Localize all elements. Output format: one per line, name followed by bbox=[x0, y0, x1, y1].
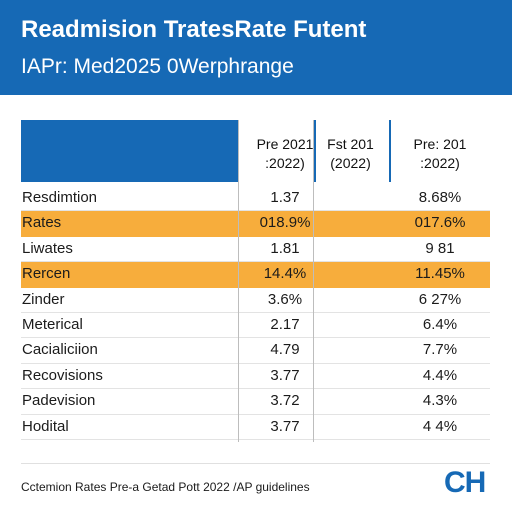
row-value-pre-201: 8.68% bbox=[418, 189, 462, 206]
table-row: Padevision 3.72 4.3% bbox=[21, 389, 490, 415]
column-header-pre-2021: Pre 2021 :2022) bbox=[239, 120, 331, 182]
column-divider bbox=[313, 120, 314, 442]
column-header-line: Pre 2021 bbox=[256, 136, 314, 152]
table-header: Pre 2021 :2022) Fst 201 (2022) Pre: 201 … bbox=[21, 120, 490, 182]
row-label: Rates bbox=[22, 214, 62, 232]
column-header-line: :2022) bbox=[420, 155, 460, 171]
brand-logo: CH bbox=[444, 466, 486, 499]
table-row: Hodital 3.77 4 4% bbox=[21, 415, 490, 440]
table-row: Cacialiciion 4.79 7.7% bbox=[21, 338, 490, 364]
row-value-pre-2021: 3.77 bbox=[270, 417, 300, 435]
footer-divider bbox=[21, 463, 490, 464]
row-value-pre-2021: 3.77 bbox=[270, 366, 300, 384]
row-value-pre-201: 7.7% bbox=[422, 341, 458, 359]
column-header-line: Fst 201 bbox=[327, 136, 374, 152]
row-value-pre-201: 6.4% bbox=[422, 315, 458, 333]
table-row: Liwates 1.81 9 81 bbox=[21, 237, 490, 263]
row-value-pre-2021: 1.81 bbox=[270, 239, 300, 257]
footer-note: Cctemion Rates Pre-a Getad Pott 2022 /AP… bbox=[21, 480, 310, 494]
row-value-pre-2021: 14.4% bbox=[263, 265, 307, 283]
header-cell-box bbox=[239, 120, 314, 182]
row-label: Zinder bbox=[22, 290, 65, 308]
row-value-pre-2021: 1.37 bbox=[270, 189, 300, 206]
row-value-pre-201: 4.3% bbox=[422, 392, 458, 410]
row-value-pre-201: 4 4% bbox=[422, 417, 458, 435]
header-cell-box bbox=[316, 120, 389, 182]
readmission-table: Pre 2021 :2022) Fst 201 (2022) Pre: 201 … bbox=[21, 120, 490, 440]
row-label: Rercen bbox=[22, 265, 71, 283]
row-value-pre-2021: 018.9% bbox=[259, 214, 311, 232]
table-row: Meterical 2.17 6.4% bbox=[21, 313, 490, 339]
row-label: Cacialiciion bbox=[22, 341, 98, 359]
row-label: Hodital bbox=[22, 417, 69, 435]
row-label: Resdimtion bbox=[22, 189, 98, 206]
row-value-pre-201: 11.45% bbox=[415, 265, 465, 283]
row-value-pre-2021: 3.72 bbox=[270, 392, 300, 410]
column-header-fst-201: Fst 201 (2022) bbox=[314, 120, 387, 182]
table-row-highlighted: Rates 018.9% 017.6% bbox=[21, 211, 490, 237]
row-value-pre-201: 017.6% bbox=[414, 214, 466, 232]
column-header-line: Pre: 201 bbox=[413, 136, 467, 152]
row-label: Liwates bbox=[22, 239, 73, 257]
header-cell-box bbox=[391, 120, 490, 182]
column-header-line: :2022) bbox=[265, 155, 305, 171]
column-header-line: (2022) bbox=[330, 155, 371, 171]
row-value-pre-201: 4.4% bbox=[422, 366, 458, 384]
row-label: Padevision bbox=[22, 392, 96, 410]
row-value-pre-201: 6 27% bbox=[418, 290, 462, 308]
row-value-pre-201: 9 81 bbox=[425, 239, 455, 257]
row-value-pre-2021: 4.79 bbox=[270, 341, 300, 359]
row-value-pre-2021: 2.17 bbox=[270, 315, 300, 333]
table-row: Recovisions 3.77 4.4% bbox=[21, 364, 490, 390]
row-value-pre-2021: 3.6% bbox=[267, 290, 303, 308]
table-row-highlighted: Rercen 14.4% 11.45% bbox=[21, 262, 490, 288]
page-title: Readmision TratesRate Futent bbox=[21, 16, 367, 43]
column-divider bbox=[238, 120, 239, 442]
row-label: Recovisions bbox=[22, 366, 103, 384]
row-label: Meterical bbox=[22, 315, 83, 333]
header-banner: Readmision TratesRate Futent IAPr: Med20… bbox=[0, 0, 512, 95]
page-subtitle: IAPr: Med2025 0Werphrange bbox=[21, 55, 294, 78]
table-row: Zinder 3.6% 6 27% bbox=[21, 288, 490, 313]
column-header-pre-201: Pre: 201 :2022) bbox=[391, 120, 489, 182]
table-row: Resdimtion 1.37 8.68% bbox=[21, 186, 490, 212]
